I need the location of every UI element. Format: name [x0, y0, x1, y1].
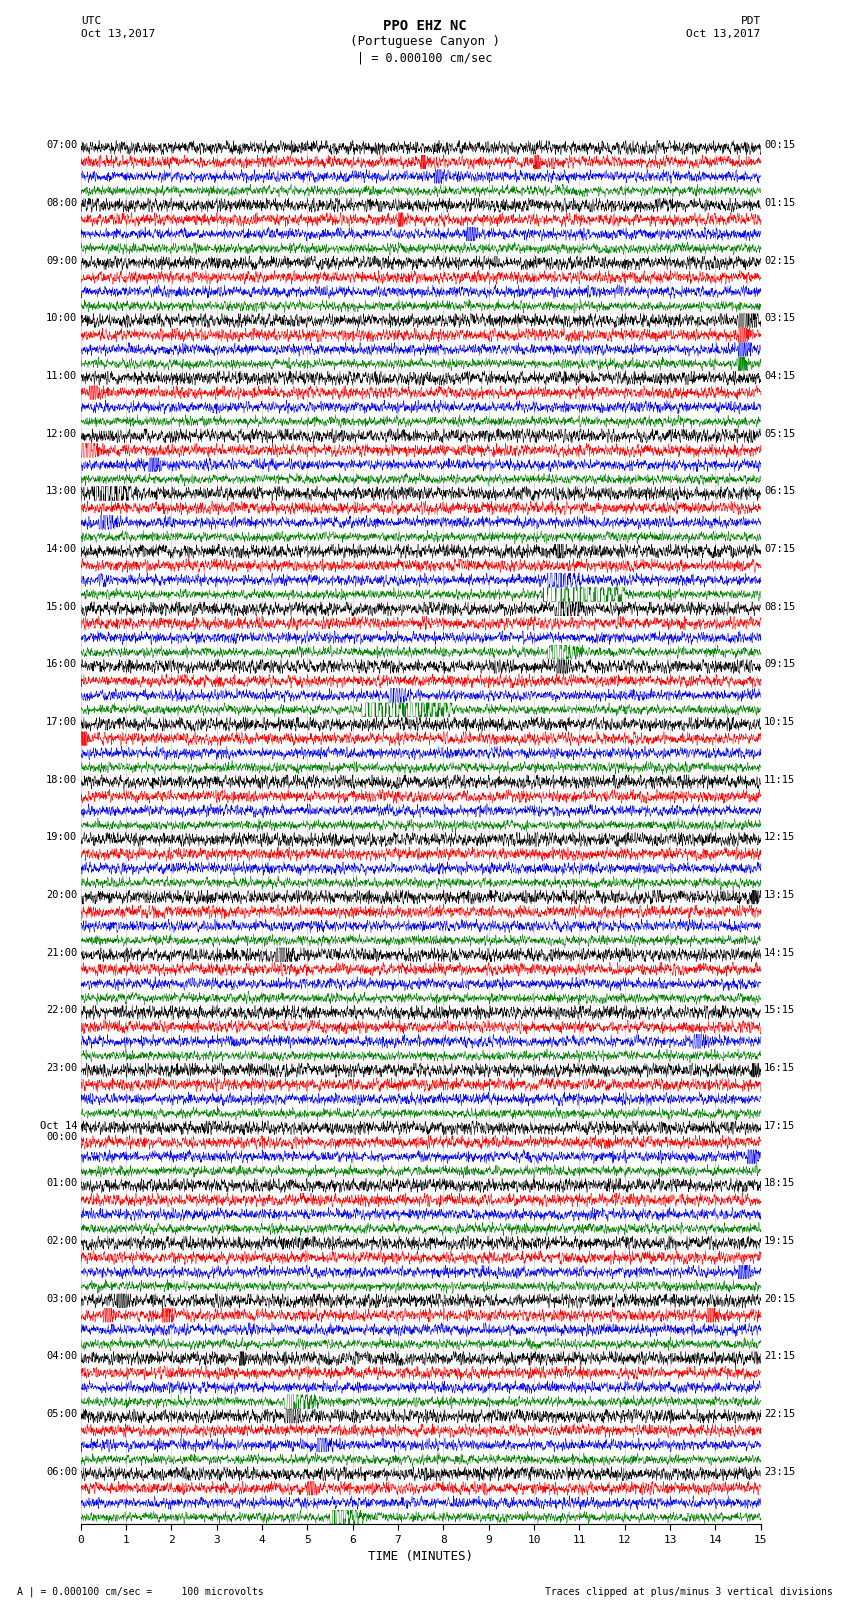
- Text: 04:15: 04:15: [764, 371, 796, 381]
- Text: 10:15: 10:15: [764, 716, 796, 727]
- Text: 12:15: 12:15: [764, 832, 796, 842]
- Text: 17:15: 17:15: [764, 1121, 796, 1131]
- Text: 03:15: 03:15: [764, 313, 796, 323]
- Text: 18:00: 18:00: [46, 774, 77, 784]
- Text: (Portuguese Canyon ): (Portuguese Canyon ): [350, 35, 500, 48]
- Text: UTC: UTC: [81, 16, 101, 26]
- Text: 10:00: 10:00: [46, 313, 77, 323]
- Text: 06:00: 06:00: [46, 1466, 77, 1476]
- Text: 07:15: 07:15: [764, 544, 796, 553]
- Text: 22:00: 22:00: [46, 1005, 77, 1015]
- Text: 04:00: 04:00: [46, 1352, 77, 1361]
- Text: 23:15: 23:15: [764, 1466, 796, 1476]
- Text: 15:15: 15:15: [764, 1005, 796, 1015]
- Text: 01:00: 01:00: [46, 1177, 77, 1189]
- Text: 08:15: 08:15: [764, 602, 796, 611]
- Text: 07:00: 07:00: [46, 140, 77, 150]
- Text: 09:15: 09:15: [764, 660, 796, 669]
- Text: 16:15: 16:15: [764, 1063, 796, 1073]
- Text: 19:00: 19:00: [46, 832, 77, 842]
- Text: 21:00: 21:00: [46, 948, 77, 958]
- Text: A | = 0.000100 cm/sec =     100 microvolts: A | = 0.000100 cm/sec = 100 microvolts: [17, 1586, 264, 1597]
- Text: 18:15: 18:15: [764, 1177, 796, 1189]
- Text: 02:15: 02:15: [764, 256, 796, 266]
- Text: 01:15: 01:15: [764, 198, 796, 208]
- Text: | = 0.000100 cm/sec: | = 0.000100 cm/sec: [357, 52, 493, 65]
- Text: Oct 13,2017: Oct 13,2017: [81, 29, 155, 39]
- Text: 14:15: 14:15: [764, 948, 796, 958]
- Text: 00:15: 00:15: [764, 140, 796, 150]
- Text: Traces clipped at plus/minus 3 vertical divisions: Traces clipped at plus/minus 3 vertical …: [545, 1587, 833, 1597]
- Text: 11:00: 11:00: [46, 371, 77, 381]
- Text: 02:00: 02:00: [46, 1236, 77, 1245]
- Text: 05:15: 05:15: [764, 429, 796, 439]
- Text: 16:00: 16:00: [46, 660, 77, 669]
- Text: PDT: PDT: [740, 16, 761, 26]
- Text: 08:00: 08:00: [46, 198, 77, 208]
- Text: 20:15: 20:15: [764, 1294, 796, 1303]
- Text: 13:15: 13:15: [764, 890, 796, 900]
- X-axis label: TIME (MINUTES): TIME (MINUTES): [368, 1550, 473, 1563]
- Text: 06:15: 06:15: [764, 487, 796, 497]
- Text: 22:15: 22:15: [764, 1410, 796, 1419]
- Text: 11:15: 11:15: [764, 774, 796, 784]
- Text: 21:15: 21:15: [764, 1352, 796, 1361]
- Text: 13:00: 13:00: [46, 487, 77, 497]
- Text: 23:00: 23:00: [46, 1063, 77, 1073]
- Text: Oct 14
00:00: Oct 14 00:00: [40, 1121, 77, 1142]
- Text: PPO EHZ NC: PPO EHZ NC: [383, 19, 467, 34]
- Text: 14:00: 14:00: [46, 544, 77, 553]
- Text: 03:00: 03:00: [46, 1294, 77, 1303]
- Text: Oct 13,2017: Oct 13,2017: [687, 29, 761, 39]
- Text: 20:00: 20:00: [46, 890, 77, 900]
- Text: 05:00: 05:00: [46, 1410, 77, 1419]
- Text: 15:00: 15:00: [46, 602, 77, 611]
- Text: 12:00: 12:00: [46, 429, 77, 439]
- Text: 09:00: 09:00: [46, 256, 77, 266]
- Text: 17:00: 17:00: [46, 716, 77, 727]
- Text: 19:15: 19:15: [764, 1236, 796, 1245]
